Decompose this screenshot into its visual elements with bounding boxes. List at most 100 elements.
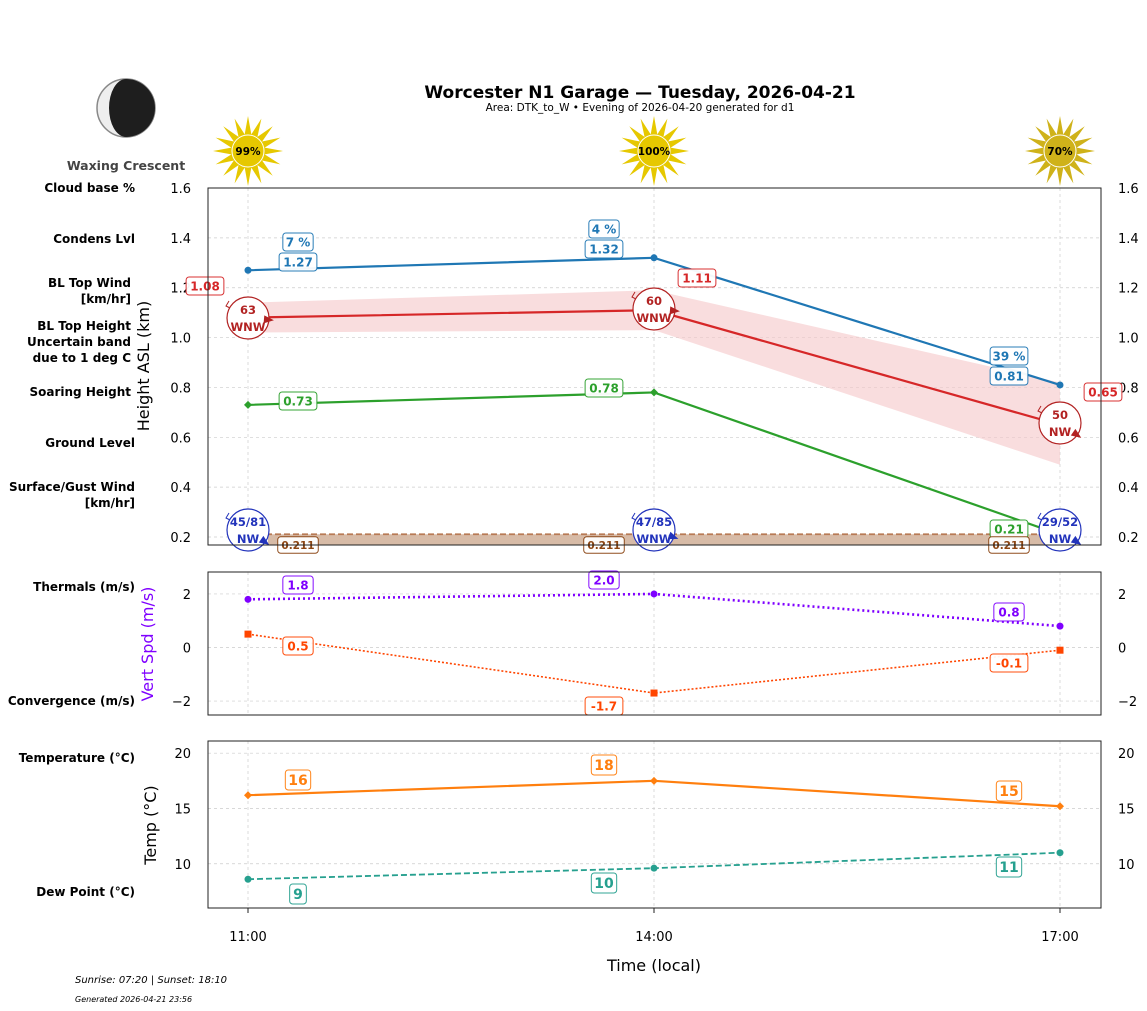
convergence-label: 0.5 [287, 639, 308, 653]
dewpoint-point [650, 864, 658, 872]
y-tick-label: 1.6 [170, 182, 191, 197]
surface-wind-arrow-icon [667, 531, 679, 540]
sun-percent-label: 99% [235, 146, 261, 158]
label-temperature: Temperature (°C) [18, 751, 135, 765]
surface-wind-speed: 29/52 [1042, 515, 1078, 529]
condens-label: 0.81 [994, 369, 1024, 383]
surface-wind-speed: 47/85 [636, 515, 672, 529]
y-tick-label-right: 0.8 [1118, 381, 1139, 396]
label-soaring: Soaring Height [29, 385, 132, 399]
y-tick-label-right: 0.6 [1118, 431, 1139, 446]
convergence-point [1056, 646, 1064, 654]
ground-label: 0.211 [281, 540, 314, 552]
thermals-label-box [588, 570, 620, 590]
y-tick-label-right: −2 [1118, 695, 1137, 710]
label-dewpoint: Dew Point (°C) [36, 885, 135, 899]
surface-wind-circle [632, 508, 676, 552]
thermals-label: 2.0 [593, 573, 614, 587]
moon-phase-label: Waxing Crescent [66, 158, 186, 173]
y-tick-label-right: 1.2 [1118, 282, 1139, 297]
thermals-label: 0.8 [998, 605, 1019, 619]
bl-wind-direction: WNW [231, 320, 266, 334]
surface-wind-circle [1038, 508, 1082, 552]
y-axis-label: Height ASL (km) [134, 301, 153, 431]
dewpoint-label: 10 [594, 876, 614, 892]
temperature-label-box [995, 780, 1023, 802]
cloud-base-label: 7 % [286, 235, 311, 249]
y-tick-label-right: 10 [1118, 858, 1135, 873]
bl-wind-arrow-icon [263, 315, 274, 324]
label-bl-wind: BL Top Wind [km/hr] [47, 276, 131, 306]
cloud-base-label-box [588, 219, 620, 239]
convergence-label: -0.1 [996, 656, 1022, 670]
temperature-label-box [284, 769, 312, 791]
convergence-line [247, 633, 1061, 694]
y-tick-label: 0.6 [170, 431, 191, 446]
dewpoint-point [244, 875, 252, 883]
y-tick-label: 2 [183, 588, 191, 603]
sun-disc [231, 134, 265, 168]
bl-wind-circle [1038, 401, 1082, 445]
surface-wind-speed: 45/81 [230, 515, 266, 529]
sun-disc [1043, 134, 1077, 168]
sun-percent-label: 70% [1047, 146, 1073, 158]
x-tick-label: 17:00 [1041, 930, 1078, 945]
temperature-label: 15 [999, 784, 1018, 800]
dewpoint-point [1056, 849, 1064, 857]
surface-wind-direction: NW [1049, 532, 1072, 546]
bl-height-label: 1.08 [190, 279, 220, 293]
sun-times: Sunrise: 07:20 | Sunset: 18:10 [75, 975, 228, 986]
surface-wind-direction: NW [237, 532, 260, 546]
cloud-base-label-box [989, 346, 1029, 366]
bl-wind-barb-icon [1037, 405, 1043, 414]
thermals-label-box [993, 602, 1025, 622]
soaring-label: 0.21 [994, 522, 1024, 536]
y-tick-label-right: 20 [1118, 747, 1135, 762]
y-tick-label-right: 0.4 [1118, 481, 1139, 496]
temperature-point [650, 776, 658, 785]
temperature-label-box [590, 754, 618, 776]
dewpoint-label: 11 [999, 860, 1018, 876]
x-tick-label: 11:00 [229, 930, 266, 945]
y-tick-label-right: 2 [1118, 588, 1126, 603]
waxing-crescent-moon-icon [96, 78, 156, 138]
thermals-point [244, 595, 252, 603]
x-tick-label: 14:00 [635, 930, 672, 945]
condens-level-point [244, 266, 252, 274]
y-tick-label-right: 15 [1118, 802, 1135, 817]
thermals-label-box [282, 575, 314, 595]
bl-wind-direction: NW [1049, 425, 1072, 439]
label-surface-wind: Surface/Gust Wind [km/hr] [9, 480, 135, 510]
surface-wind-arrow-icon [258, 535, 270, 545]
cloud-base-label: 39 % [993, 349, 1026, 363]
condens-label-box [278, 252, 318, 272]
surface-wind-barb-icon [1037, 512, 1043, 521]
axes-frame [207, 571, 1102, 716]
sun-disc [637, 134, 671, 168]
condens-label-box [989, 366, 1029, 386]
bl-wind-speed: 60 [646, 294, 662, 308]
y-tick-label-right: 1.6 [1118, 182, 1139, 197]
thermals-point [1056, 622, 1064, 630]
thermals-point [650, 590, 658, 598]
condens-level-point [1056, 381, 1064, 389]
surface-wind-arrow-icon [1070, 535, 1082, 545]
label-ground: Ground Level [45, 436, 135, 450]
axes-frame [207, 187, 1102, 546]
thermals-label: 1.8 [287, 578, 308, 592]
soaring-height-point [244, 400, 252, 409]
dewpoint-label: 9 [293, 887, 303, 903]
convergence-label-box [282, 636, 314, 656]
surface-wind-circle [226, 508, 270, 552]
dewpoint-label-box [590, 872, 618, 894]
bl-wind-speed: 50 [1052, 408, 1068, 422]
y-tick-label: 0 [183, 642, 191, 657]
temperature-label: 16 [288, 773, 307, 789]
chart-subtitle: Area: DTK_to_W • Evening of 2026-04-20 g… [485, 102, 795, 114]
cloud-base-label-box [282, 232, 314, 252]
bl-height-label-box [677, 268, 717, 288]
y-tick-label-right: 1.4 [1118, 232, 1139, 247]
condens-level-point [650, 254, 658, 262]
soaring-label: 0.73 [283, 394, 313, 408]
